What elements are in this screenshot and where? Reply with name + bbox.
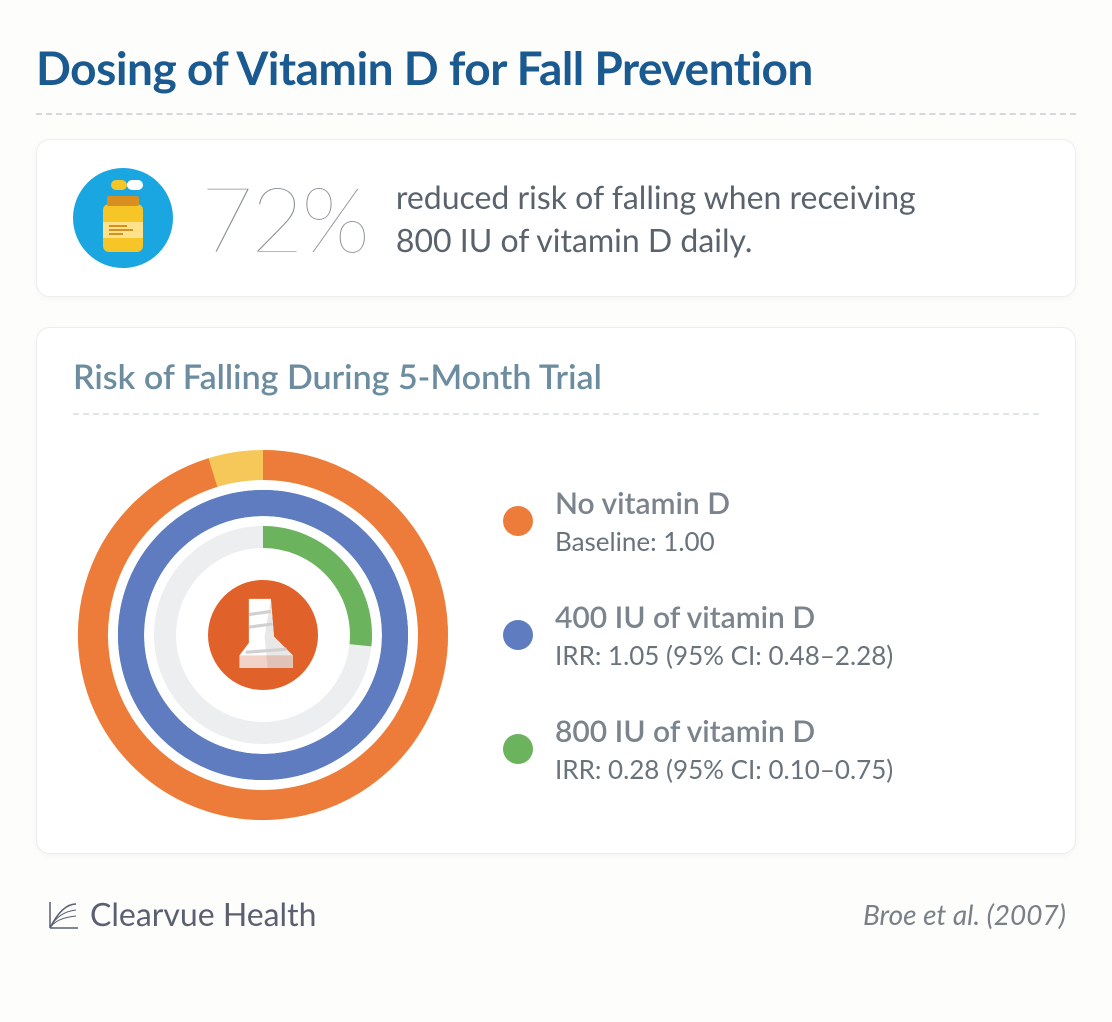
cast-foot-icon [208, 580, 318, 690]
brand-logo: Clearvue Health [46, 894, 316, 933]
legend-value: IRR: 0.28 (95% CI: 0.10–0.75) [555, 753, 893, 785]
chart-legend: No vitamin D Baseline: 1.00 400 IU of vi… [503, 485, 893, 785]
legend-label: 400 IU of vitamin D [555, 599, 893, 635]
headline-stat-value: 72% [201, 173, 368, 263]
legend-dot [503, 506, 533, 536]
radial-chart [73, 445, 453, 825]
page-title: Dosing of Vitamin D for Fall Prevention [36, 40, 1076, 115]
legend-item: 400 IU of vitamin D IRR: 1.05 (95% CI: 0… [503, 599, 893, 671]
legend-label: No vitamin D [555, 485, 730, 521]
chart-title: Risk of Falling During 5-Month Trial [73, 356, 1039, 415]
medicine-icon [73, 168, 173, 268]
headline-stat-card: 72% reduced risk of falling when receivi… [36, 139, 1076, 297]
legend-dot [503, 734, 533, 764]
legend-item: No vitamin D Baseline: 1.00 [503, 485, 893, 557]
legend-label: 800 IU of vitamin D [555, 713, 893, 749]
legend-value: Baseline: 1.00 [555, 525, 730, 557]
legend-dot [503, 620, 533, 650]
legend-item: 800 IU of vitamin D IRR: 0.28 (95% CI: 0… [503, 713, 893, 785]
footer: Clearvue Health Broe et al. (2007) [36, 884, 1076, 933]
citation: Broe et al. (2007) [863, 897, 1066, 931]
headline-stat-description: reduced risk of falling when receiving 8… [396, 175, 956, 261]
legend-value: IRR: 1.05 (95% CI: 0.48–2.28) [555, 639, 893, 671]
brand-name: Clearvue Health [90, 894, 316, 933]
chart-card: Risk of Falling During 5-Month Trial No … [36, 327, 1076, 854]
brand-mark-icon [46, 896, 82, 932]
